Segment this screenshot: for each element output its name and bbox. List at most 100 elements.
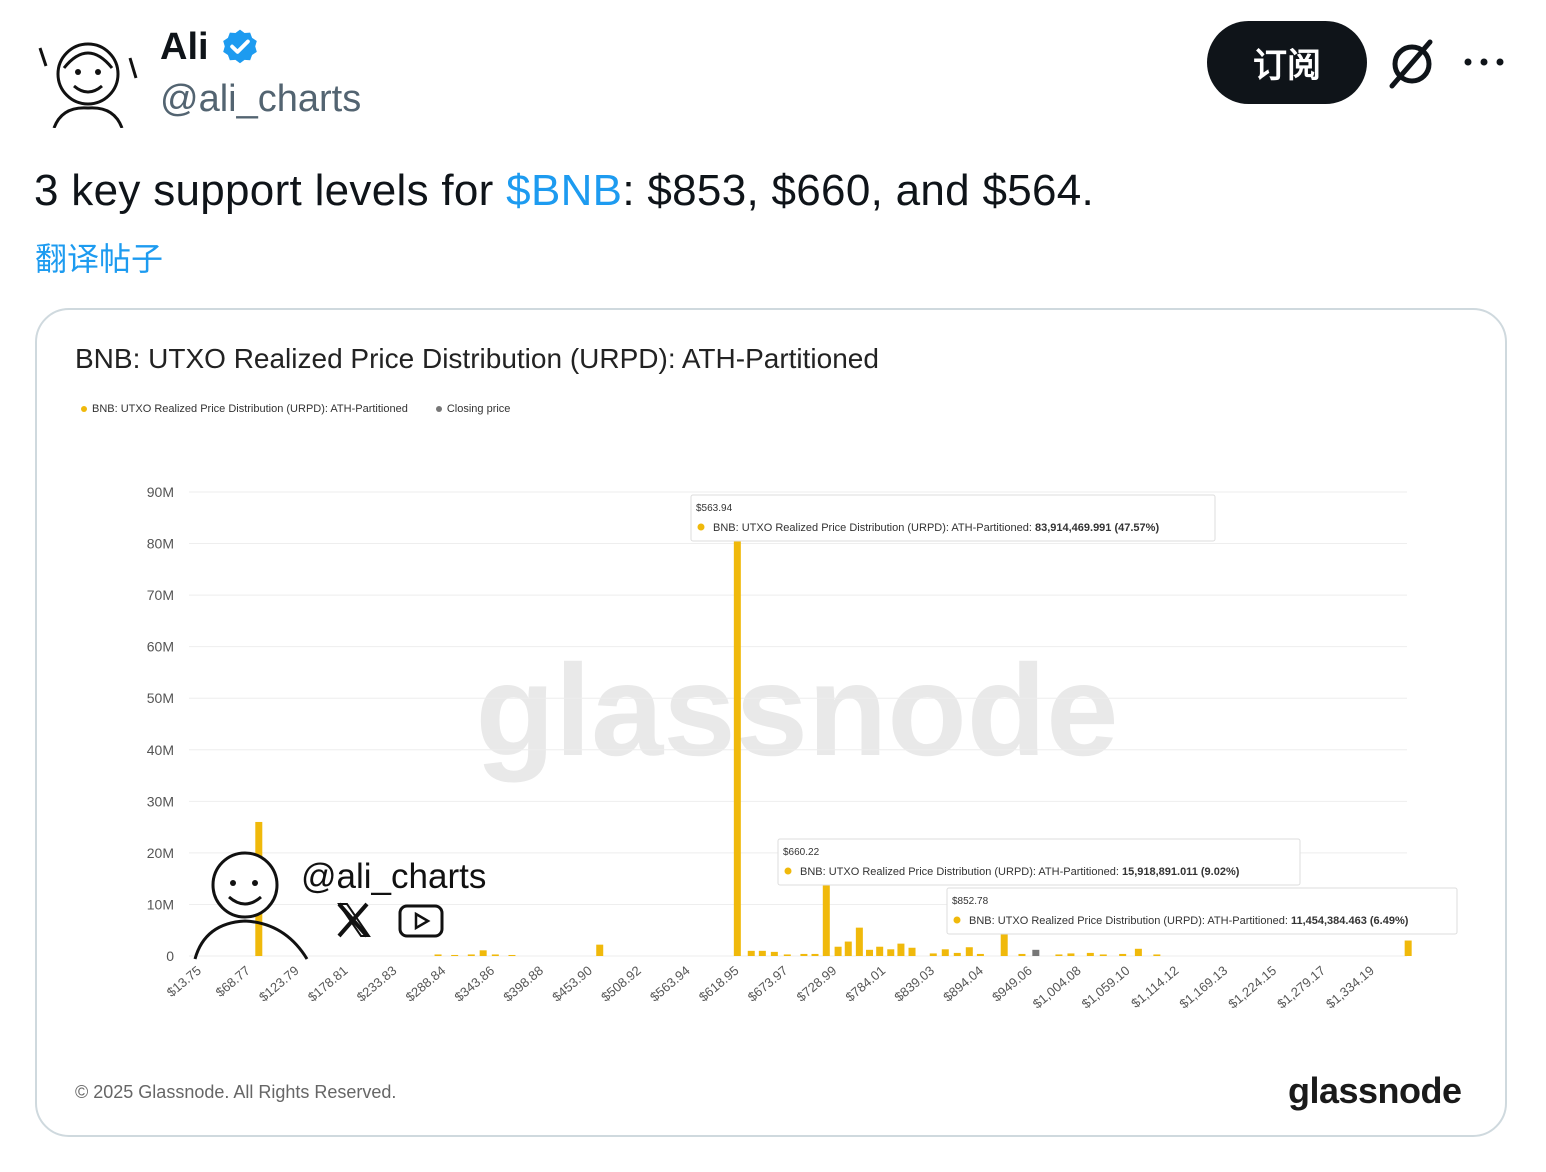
urpd-bar xyxy=(897,943,905,956)
urpd-bar xyxy=(770,951,778,956)
x-tick-label: $1,279.17 xyxy=(1274,963,1328,1012)
urpd-bar xyxy=(800,953,808,956)
tooltip-3: $852.78 BNB: UTXO Realized Price Distribu… xyxy=(946,887,1458,935)
urpd-bar xyxy=(965,947,973,956)
urpd-bar xyxy=(1404,940,1412,956)
urpd-bar xyxy=(822,873,830,956)
urpd-bar xyxy=(434,954,442,956)
urpd-bar xyxy=(747,950,755,956)
overlay-handle: @ali_charts xyxy=(301,857,486,896)
y-tick-label: 10M xyxy=(147,896,174,912)
translate-post-link[interactable]: 翻译帖子 xyxy=(35,240,164,278)
tweet-text: 3 key support levels for $BNB: $853, $66… xyxy=(34,166,1094,216)
x-tick-label: $563.94 xyxy=(647,963,693,1005)
urpd-bar xyxy=(1099,954,1107,956)
author-name[interactable]: Ali xyxy=(160,26,209,68)
overlay-avatar xyxy=(193,851,309,960)
author-block: Ali xyxy=(160,26,261,69)
urpd-bar xyxy=(1119,953,1127,956)
x-tick-label: $673.97 xyxy=(745,963,791,1005)
legend-dot-urpd xyxy=(81,406,87,412)
y-tick-label: 50M xyxy=(147,690,174,706)
x-tick-label: $839.03 xyxy=(891,963,937,1005)
urpd-bar xyxy=(876,946,884,956)
author-handle[interactable]: @ali_charts xyxy=(160,78,362,120)
tooltip-price: $563.94 xyxy=(696,503,733,514)
x-tick-label: $233.83 xyxy=(354,963,400,1005)
legend-item-closing: Closing price xyxy=(435,403,510,415)
x-tick-label: $1,114.12 xyxy=(1128,963,1181,1011)
youtube-icon xyxy=(398,904,444,938)
urpd-bar xyxy=(887,949,895,956)
urpd-bar xyxy=(811,953,819,956)
urpd-bar xyxy=(467,954,475,956)
urpd-bar xyxy=(758,950,766,956)
x-tick-label: $1,169.13 xyxy=(1176,963,1230,1012)
x-tick-label: $618.95 xyxy=(696,963,742,1005)
x-tick-label: $1,224.15 xyxy=(1225,963,1279,1012)
urpd-chart: glassnode 0 10M 20M 30M 40M 50M 60M 70M 80M 90M $… xyxy=(147,484,1458,1012)
copyright-text: © 2025 Glassnode. All Rights Reserved. xyxy=(75,1082,397,1102)
urpd-bar xyxy=(491,954,499,956)
x-tick-label: $508.92 xyxy=(598,963,644,1005)
urpd-bar xyxy=(844,941,852,956)
chart-legend: BNB: UTXO Realized Price Distribution (U… xyxy=(81,403,510,415)
x-tick-label: $949.06 xyxy=(989,963,1035,1005)
tooltip-1: $563.94 BNB: UTXO Realized Price Distribu… xyxy=(690,494,1216,542)
urpd-bar xyxy=(451,954,459,956)
tooltip-value: BNB: UTXO Realized Price Distribution (U… xyxy=(713,522,1159,534)
x-tick-label: $288.84 xyxy=(403,963,449,1005)
tooltip-value: BNB: UTXO Realized Price Distribution (U… xyxy=(969,915,1409,927)
urpd-bar xyxy=(908,947,916,956)
x-tick-label: $178.81 xyxy=(305,963,351,1005)
grok-icon[interactable] xyxy=(1386,38,1438,90)
author-overlay: @ali_charts xyxy=(193,851,486,960)
tooltip-2: $660.22 BNB: UTXO Realized Price Distribu… xyxy=(777,838,1301,886)
subscribe-button[interactable]: 订阅 xyxy=(1207,21,1367,104)
avatar[interactable] xyxy=(34,28,142,128)
media-card[interactable]: BNB: UTXO Realized Price Distribution (U… xyxy=(35,308,1507,1137)
y-tick-label: 70M xyxy=(147,587,174,603)
legend-label-urpd: BNB: UTXO Realized Price Distribution (U… xyxy=(92,403,408,415)
more-options-icon[interactable] xyxy=(1462,52,1506,72)
x-tick-label: $68.77 xyxy=(213,963,253,1000)
y-tick-label: 20M xyxy=(147,845,174,861)
x-tick-label: $894.04 xyxy=(940,963,986,1005)
urpd-bar xyxy=(733,523,741,956)
urpd-bar xyxy=(1153,954,1161,956)
urpd-bar xyxy=(508,954,516,956)
urpd-bar xyxy=(929,953,937,956)
urpd-bar xyxy=(1055,954,1063,956)
urpd-bar xyxy=(953,952,961,956)
urpd-bar xyxy=(1067,953,1075,956)
urpd-bar xyxy=(976,953,984,956)
legend-item-urpd: BNB: UTXO Realized Price Distribution (U… xyxy=(81,403,408,415)
chart-title: BNB: UTXO Realized Price Distribution (U… xyxy=(75,343,879,374)
urpd-bar xyxy=(1134,948,1142,956)
urpd-bar xyxy=(866,949,874,956)
x-tick-label: $1,334.19 xyxy=(1323,963,1377,1012)
urpd-bar xyxy=(941,949,949,956)
urpd-bar xyxy=(479,950,487,956)
x-tick-label: $13.75 xyxy=(164,963,204,1000)
x-tick-label: $453.90 xyxy=(549,963,595,1005)
x-tick-label: $343.86 xyxy=(452,963,498,1005)
urpd-bar xyxy=(834,946,842,956)
x-logo-icon xyxy=(337,902,371,938)
urpd-bar xyxy=(855,927,863,956)
y-tick-label: 40M xyxy=(147,742,174,758)
tooltip-price: $660.22 xyxy=(783,847,820,858)
urpd-bar xyxy=(596,944,604,956)
tooltip-value: BNB: UTXO Realized Price Distribution (U… xyxy=(800,866,1240,878)
y-tick-label: 60M xyxy=(147,639,174,655)
tweet-text-before: 3 key support levels for xyxy=(34,166,507,215)
y-tick-label: 80M xyxy=(147,536,174,552)
legend-dot-closing xyxy=(435,406,442,412)
y-tick-label: 0 xyxy=(166,948,174,964)
urpd-bar xyxy=(1018,953,1026,956)
x-tick-label: $1,059.10 xyxy=(1079,963,1133,1012)
closing-price-bar xyxy=(1032,949,1040,956)
x-tick-label: $1,004.08 xyxy=(1030,963,1084,1012)
x-tick-label: $784.01 xyxy=(843,963,889,1005)
cashtag-link[interactable]: $BNB xyxy=(506,166,623,215)
